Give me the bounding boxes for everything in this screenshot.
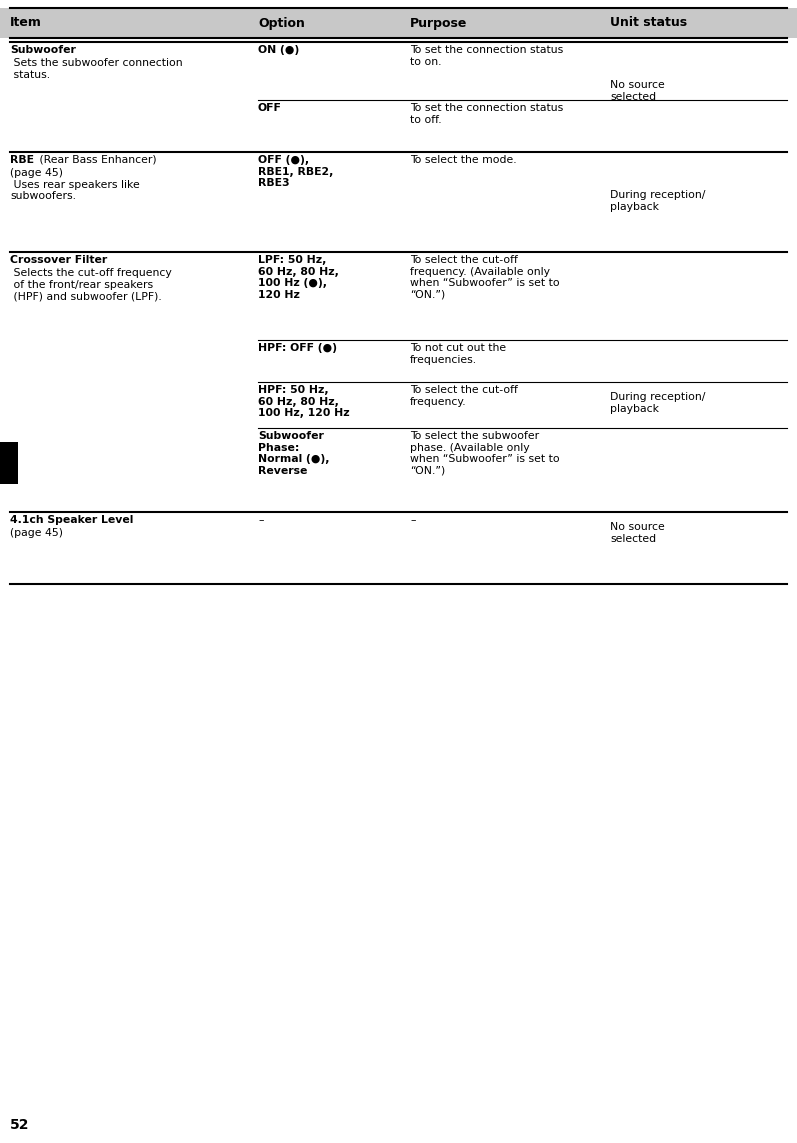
Text: To set the connection status
to on.: To set the connection status to on.: [410, 45, 563, 66]
Text: Purpose: Purpose: [410, 16, 467, 30]
Text: –: –: [258, 515, 264, 525]
Text: (page 45)
 Uses rear speakers like
subwoofers.: (page 45) Uses rear speakers like subwoo…: [10, 168, 139, 201]
Text: RBE: RBE: [10, 155, 34, 165]
Text: Option: Option: [258, 16, 305, 30]
Text: To set the connection status
to off.: To set the connection status to off.: [410, 103, 563, 125]
Text: 4.1ch Speaker Level: 4.1ch Speaker Level: [10, 515, 133, 525]
Text: During reception/
playback: During reception/ playback: [610, 190, 705, 211]
Text: Subwoofer: Subwoofer: [10, 45, 76, 55]
Text: (page 45): (page 45): [10, 528, 63, 538]
Bar: [0, 8, 797, 38]
Text: To select the mode.: To select the mode.: [410, 155, 516, 165]
Text: Selects the cut-off frequency
 of the front/rear speakers
 (HPF) and subwoofer (: Selects the cut-off frequency of the fro…: [10, 267, 171, 302]
Text: HPF: OFF (●): HPF: OFF (●): [258, 343, 337, 353]
Text: 52: 52: [10, 1118, 29, 1132]
Text: –: –: [410, 515, 415, 525]
Text: No source
selected: No source selected: [610, 522, 665, 544]
Text: To select the cut-off
frequency. (Available only
when “Subwoofer” is set to
“ON.: To select the cut-off frequency. (Availa…: [410, 255, 559, 299]
Text: OFF: OFF: [258, 103, 282, 113]
Text: Crossover Filter: Crossover Filter: [10, 255, 108, 265]
Text: (Rear Bass Enhancer): (Rear Bass Enhancer): [36, 155, 157, 165]
Bar: [0, 442, 18, 483]
Text: Sets the subwoofer connection
 status.: Sets the subwoofer connection status.: [10, 58, 183, 80]
Text: To select the cut-off
frequency.: To select the cut-off frequency.: [410, 385, 518, 407]
Text: Unit status: Unit status: [610, 16, 687, 30]
Text: Subwoofer
Phase:
Normal (●),
Reverse: Subwoofer Phase: Normal (●), Reverse: [258, 431, 329, 475]
Text: OFF (●),
RBE1, RBE2,
RBE3: OFF (●), RBE1, RBE2, RBE3: [258, 155, 333, 189]
Text: No source
selected: No source selected: [610, 80, 665, 102]
Text: To not cut out the
frequencies.: To not cut out the frequencies.: [410, 343, 506, 365]
Text: During reception/
playback: During reception/ playback: [610, 392, 705, 414]
Text: HPF: 50 Hz,
60 Hz, 80 Hz,
100 Hz, 120 Hz: HPF: 50 Hz, 60 Hz, 80 Hz, 100 Hz, 120 Hz: [258, 385, 350, 418]
Text: Item: Item: [10, 16, 42, 30]
Text: ON (●): ON (●): [258, 45, 299, 55]
Text: To select the subwoofer
phase. (Available only
when “Subwoofer” is set to
“ON.”): To select the subwoofer phase. (Availabl…: [410, 431, 559, 475]
Text: LPF: 50 Hz,
60 Hz, 80 Hz,
100 Hz (●),
120 Hz: LPF: 50 Hz, 60 Hz, 80 Hz, 100 Hz (●), 12…: [258, 255, 339, 299]
